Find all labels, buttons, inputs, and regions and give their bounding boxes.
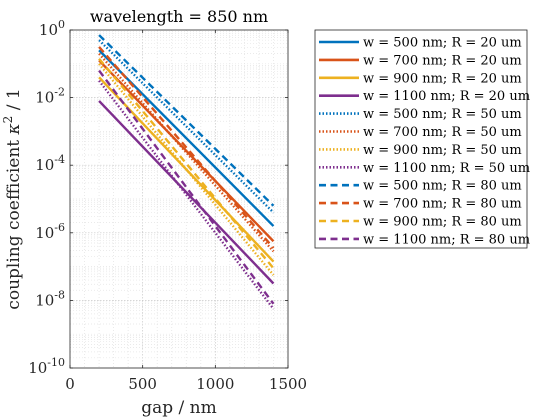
axes-box [69,29,289,369]
y-axis-title: coupling coefficient κ2 / 1 [1,88,24,309]
y-tick-label: 10-6 [35,221,65,242]
series-lines [98,34,275,310]
legend-label: w = 1100 nm; R = 20 um [363,89,530,104]
y-tick-label: 100 [39,18,65,39]
y-tick-label: 10-10 [28,356,65,377]
legend-label: w = 700 nm; R = 20 um [363,53,522,68]
legend-label: w = 900 nm; R = 80 um [363,215,522,230]
series-line [98,34,275,207]
y-tick-label: 10-8 [35,288,65,309]
chart-title: wavelength = 850 nm [90,7,268,26]
legend-label: w = 500 nm; R = 20 um [363,36,522,51]
x-tick-label: 1000 [196,375,234,393]
legend-label: w = 700 nm; R = 50 um [363,125,522,140]
x-tick-label: 500 [128,375,157,393]
series-line [98,39,275,214]
series-line [98,79,275,310]
legend-label: w = 900 nm; R = 20 um [363,71,522,86]
y-tick-label: 10-4 [35,153,65,174]
x-tick-label: 0 [65,375,75,393]
legend-label: w = 900 nm; R = 50 um [363,143,522,158]
x-axis-title: gap / nm [141,398,217,418]
x-tick-label: 1500 [269,375,307,393]
legend-label: w = 500 nm; R = 80 um [363,179,522,194]
legend: w = 500 nm; R = 20 um w = 700 nm; R = 20 … [314,29,530,249]
series-line [98,49,275,227]
legend-label: w = 500 nm; R = 50 um [363,107,522,122]
grid-lines [70,30,288,368]
axis-ticks: 0 500 1000 1500 10-10 10-8 10-6 10-4 10-2 100 [28,18,307,393]
series-line [98,46,275,249]
legend-box [314,29,528,249]
series-line [98,100,275,285]
legend-label: w = 700 nm; R = 80 um [363,197,522,212]
legend-label: w = 1100 nm; R = 80 um [363,232,530,247]
legend-label: w = 1100 nm; R = 50 um [363,161,530,176]
series-line [98,69,275,305]
series-line [98,63,275,276]
y-tick-label: 10-2 [35,86,65,107]
